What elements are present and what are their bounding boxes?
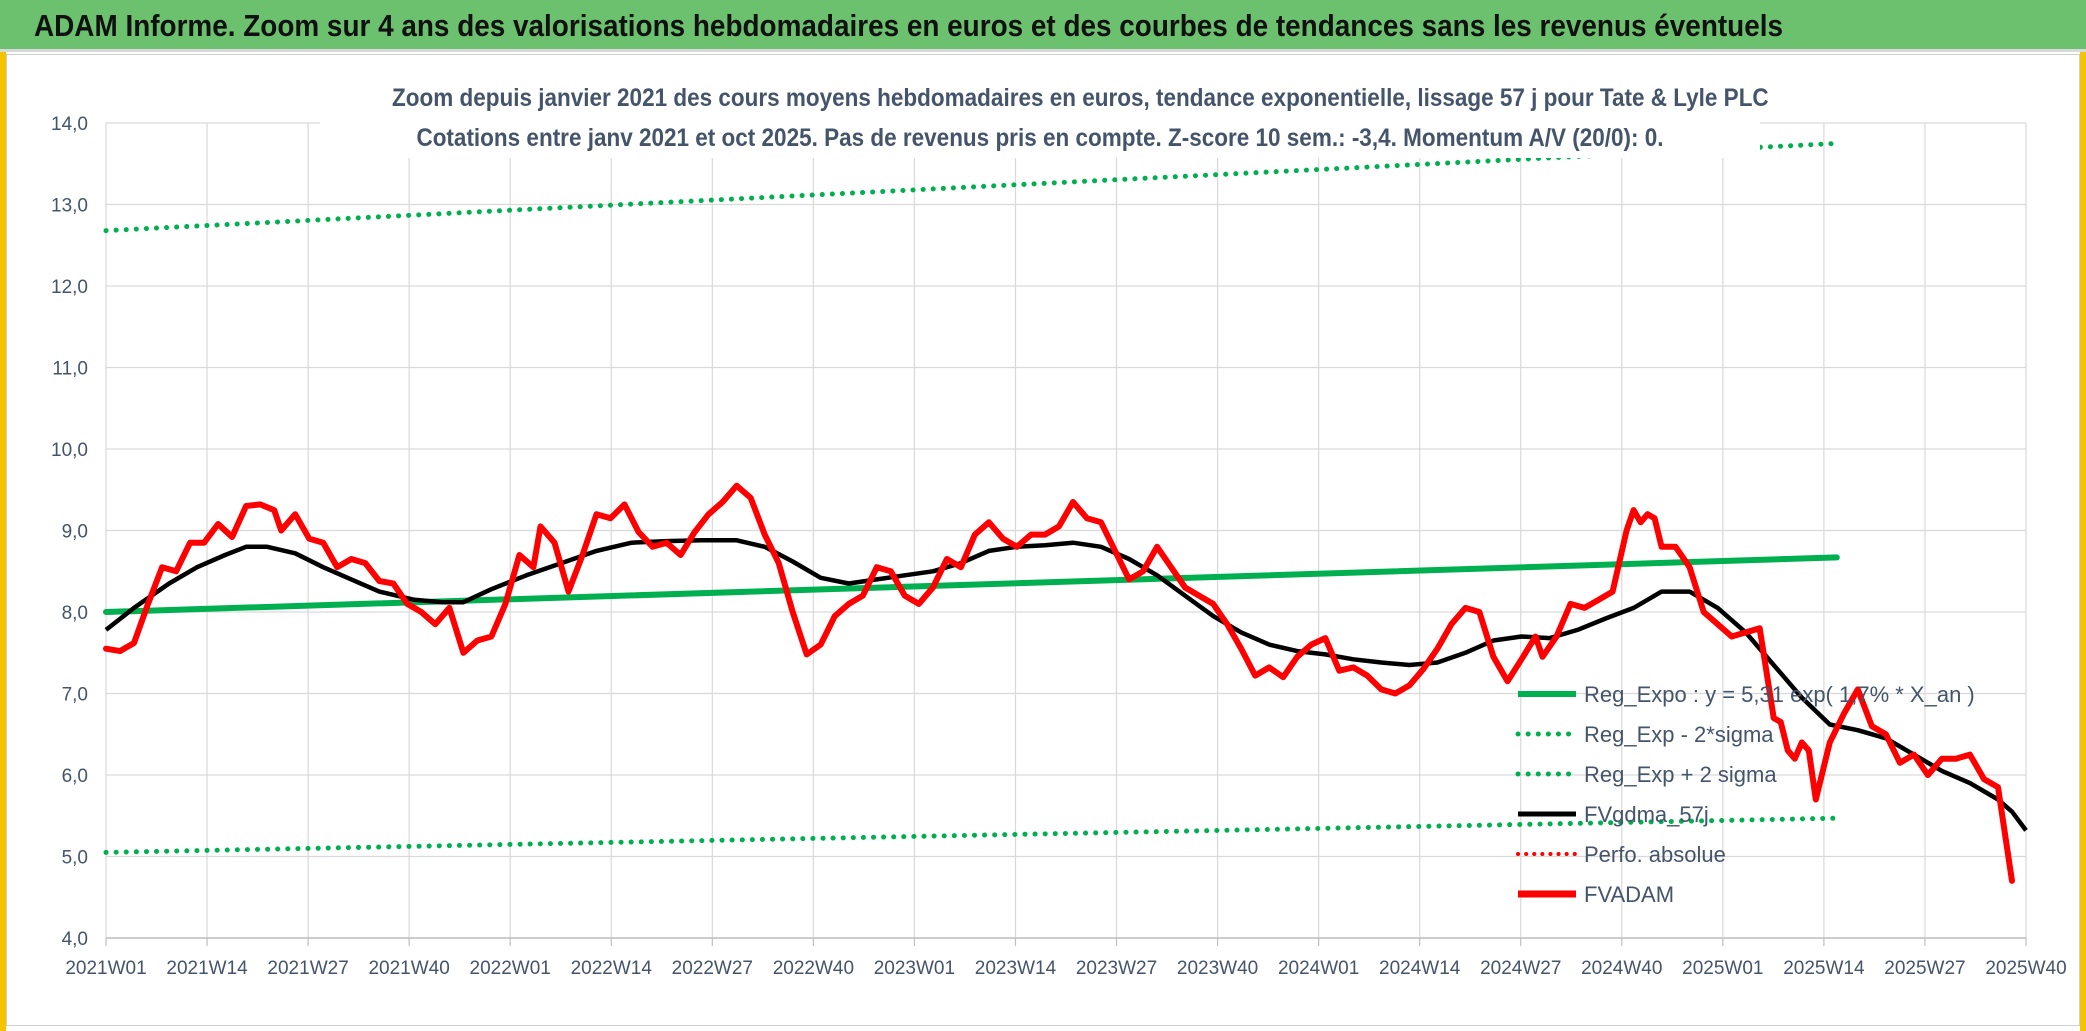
chart-title-line2: Cotations entre janv 2021 et oct 2025. P… — [416, 124, 1664, 152]
y-tick-label: 13,0 — [51, 196, 88, 217]
grid-lines — [105, 122, 2027, 946]
legend: Reg_Expo : y = 5,31 exp( 1,7% * X_an ) Re… — [1515, 682, 1975, 907]
x-tick-label: 2023W01 — [874, 958, 955, 979]
y-tick-label: 7,0 — [62, 685, 88, 706]
smoothed-line — [104, 538, 2028, 832]
lower-band-line — [103, 815, 1840, 855]
y-tick-label: 14,0 — [51, 114, 88, 135]
y-tick-label: 4,0 — [62, 929, 88, 950]
legend-label: Reg_Expo : y = 5,31 exp( 1,7% * X_an ) — [1584, 682, 1975, 707]
legend-label: FVgdma_57j — [1584, 802, 1709, 827]
right-accent-bar — [2080, 52, 2086, 1031]
legend-label: Reg_Exp - 2*sigma — [1584, 722, 1774, 747]
x-tick-label: 2022W01 — [470, 958, 551, 979]
y-tick-label: 10,0 — [51, 440, 88, 461]
x-tick-label: 2025W01 — [1682, 958, 1763, 979]
x-tick-label: 2021W01 — [65, 958, 146, 979]
x-tick-label: 2024W27 — [1480, 958, 1561, 979]
x-tick-label: 2024W01 — [1278, 958, 1359, 979]
legend-label: Reg_Exp + 2 sigma — [1584, 762, 1777, 787]
y-tick-label: 9,0 — [62, 522, 88, 543]
legend-label: Perfo. absolue — [1584, 842, 1726, 867]
legend-item-lower-band: Reg_Exp - 2*sigma — [1515, 722, 1774, 747]
y-tick-label: 8,0 — [62, 603, 88, 624]
chart-frame — [6, 54, 2080, 1026]
y-tick-label: 6,0 — [62, 766, 88, 787]
x-tick-label: 2023W40 — [1177, 958, 1258, 979]
legend-item-smoothed: FVgdma_57j — [1518, 802, 1709, 827]
x-tick-label: 2025W14 — [1783, 958, 1865, 979]
legend-label: FVADAM — [1584, 882, 1674, 907]
y-tick-label: 5,0 — [62, 848, 88, 869]
x-tick-label: 2021W40 — [368, 958, 449, 979]
x-tick-label: 2024W40 — [1581, 958, 1662, 979]
x-tick-label: 2023W14 — [975, 958, 1057, 979]
x-tick-label: 2022W40 — [773, 958, 854, 979]
y-tick-label: 11,0 — [52, 359, 88, 380]
x-tick-label: 2021W27 — [267, 958, 348, 979]
x-tick-label: 2025W27 — [1884, 958, 1965, 979]
x-tick-label: 2021W14 — [166, 958, 248, 979]
legend-item-regression: Reg_Expo : y = 5,31 exp( 1,7% * X_an ) — [1518, 682, 1975, 707]
chart-title-line1: Zoom depuis janvier 2021 des cours moyen… — [392, 84, 1769, 112]
y-tick-label: 12,0 — [51, 277, 88, 298]
legend-item-perfo: Perfo. absolue — [1516, 842, 1726, 867]
x-tick-label: 2022W14 — [571, 958, 653, 979]
report-title: ADAM Informe. Zoom sur 4 ans des valoris… — [34, 8, 1783, 43]
x-tick-label: 2022W27 — [672, 958, 753, 979]
legend-item-price: FVADAM — [1518, 882, 1674, 907]
x-tick-label: 2024W14 — [1379, 958, 1461, 979]
regression-line — [103, 554, 1840, 615]
y-axis-ticks: 4,0 5,0 6,0 7,0 8,0 9,0 10,0 11,0 12,0 13,0 14,0 — [51, 114, 88, 950]
x-tick-label: 2023W27 — [1076, 958, 1157, 979]
x-axis-ticks: 2021W01 2021W14 2021W27 2021W40 2022W01 2022W… — [65, 958, 2066, 979]
chart-title: Zoom depuis janvier 2021 des cours moyen… — [320, 78, 1769, 158]
header-banner: ADAM Informe. Zoom sur 4 ans des valoris… — [0, 0, 2086, 52]
left-accent-bar — [0, 52, 6, 1031]
x-tick-label: 2025W40 — [1985, 958, 2066, 979]
price-line — [103, 482, 2015, 884]
legend-item-upper-band: Reg_Exp + 2 sigma — [1515, 762, 1777, 787]
